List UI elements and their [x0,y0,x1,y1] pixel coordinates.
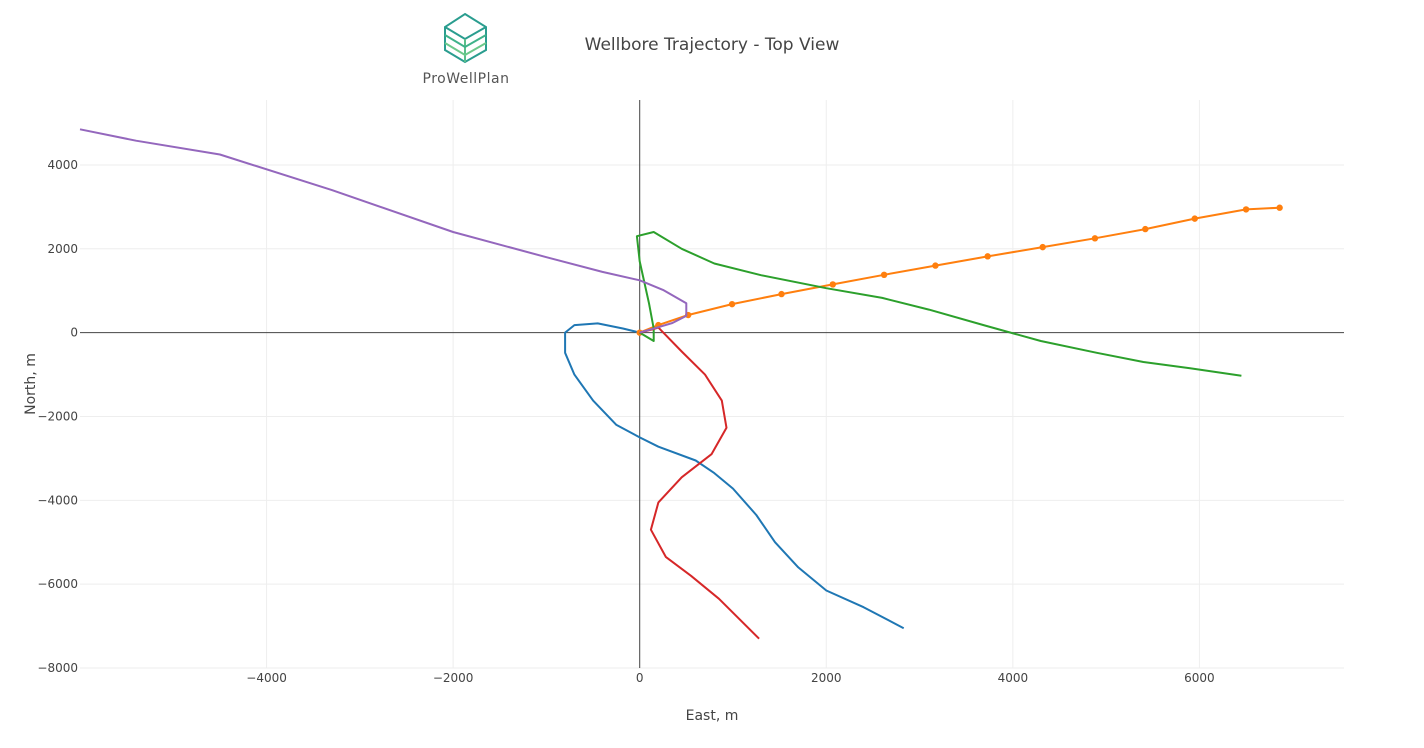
x-axis-label: East, m [686,708,739,724]
prowellplan-logo: ProWellPlan [423,12,510,87]
series-point [932,262,939,269]
series-point [984,253,991,260]
series-line-2 [639,206,1280,334]
x-tick-label: −4000 [246,671,287,685]
series-line-3 [635,231,1242,377]
chart-title: Wellbore Trajectory - Top View [585,35,840,55]
y-tick-label: 2000 [47,242,78,256]
y-tick-label: 4000 [47,158,78,172]
series-point [1142,225,1149,233]
x-tick-labels: −4000 −2000 0 2000 4000 6000 [246,671,1214,685]
series-point [1276,204,1283,211]
x-tick-label: 6000 [1184,671,1215,685]
grid-lines [80,100,1344,669]
y-tick-label: 0 [70,326,78,340]
series-point [1242,206,1250,213]
x-tick-label: −2000 [433,671,474,685]
series-point [829,281,837,288]
series-point [1091,235,1099,242]
zero-lines [80,100,1344,668]
y-axis-label: North, m [23,353,39,415]
x-tick-label: 2000 [811,671,842,685]
series-line-5 [79,128,688,334]
y-tick-label: −2000 [37,409,78,423]
prowellplan-cube-icon [444,12,487,64]
series-point [1191,215,1198,222]
x-tick-label: 4000 [998,671,1029,685]
y-tick-labels: −8000 −6000 −4000 −2000 0 2000 4000 [37,158,78,675]
series-lines [79,128,1283,640]
series-line-4 [639,326,760,640]
logo-text: ProWellPlan [423,71,510,87]
y-tick-label: −6000 [37,577,78,591]
series-line-1 [564,322,905,630]
series-point [728,300,736,308]
x-tick-label: 0 [636,671,644,685]
series-point [778,290,785,298]
y-tick-label: −4000 [37,493,78,507]
series-point [880,271,888,279]
series-point [1039,243,1046,251]
y-tick-label: −8000 [37,661,78,675]
